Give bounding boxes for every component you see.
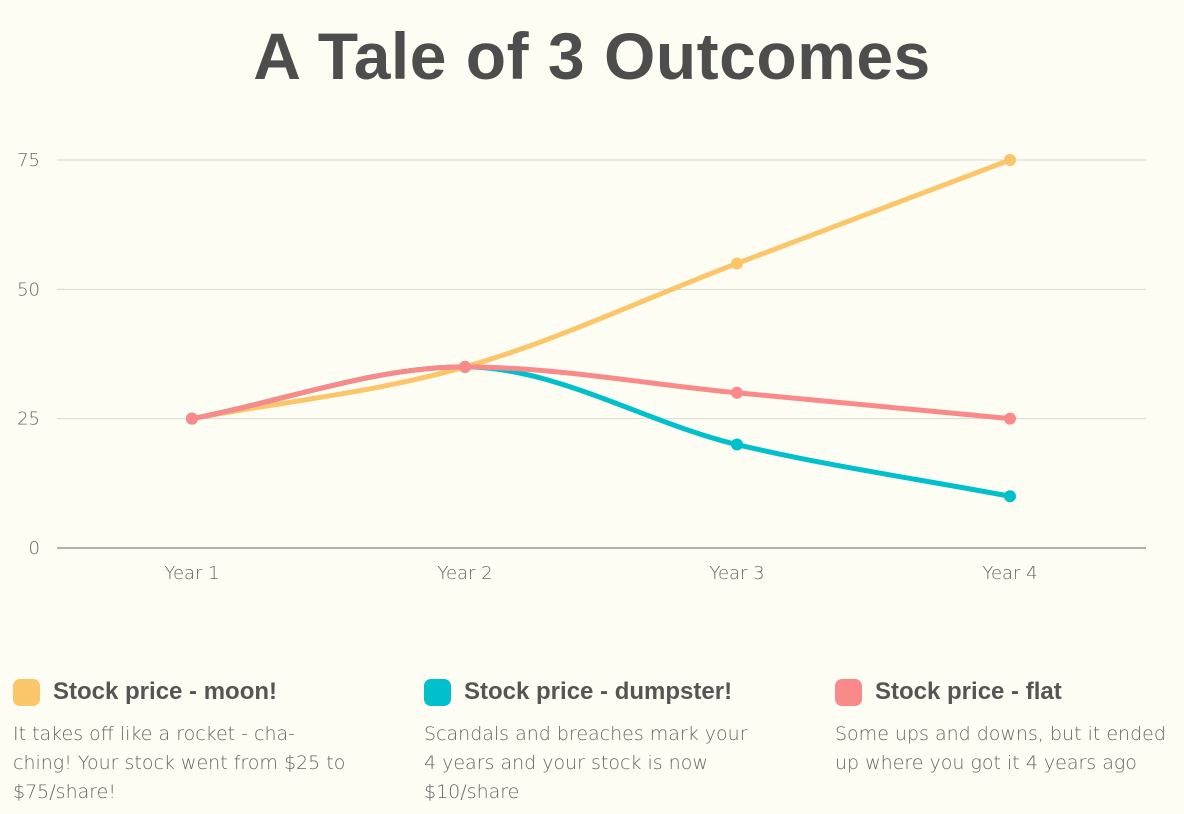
legend-item-dumpster: Stock price - dumpster! Scandals and bre…: [424, 676, 764, 807]
data-point-moon: [1004, 154, 1016, 166]
legend-label-moon: Stock price - moon!: [53, 678, 278, 705]
legend-item-flat: Stock price - flat Some ups and downs, b…: [835, 676, 1175, 778]
series-line-moon: [189, 157, 1013, 422]
legend-item-moon: Stock price - moon! It takes off like a …: [13, 676, 353, 807]
y-tick-label: 25: [17, 409, 40, 430]
x-tick-label: Year 3: [709, 563, 764, 584]
data-point-dumpster: [731, 438, 743, 451]
legend-swatch-moon: [13, 678, 40, 706]
legend-label-flat: Stock price - flat: [875, 678, 1062, 705]
y-tick-label: 75: [17, 150, 40, 171]
data-point-dumpster: [1004, 490, 1016, 503]
x-tick-label: Year 2: [437, 563, 492, 584]
legend-label-dumpster: Stock price - dumpster!: [464, 678, 733, 705]
legend-swatch-flat: [835, 678, 862, 706]
legend-description-dumpster: Scandals and breaches mark your 4 years …: [424, 723, 748, 803]
data-point-flat: [731, 386, 743, 399]
series-line-dumpster: [189, 364, 1013, 499]
x-tick-label: Year 1: [164, 563, 219, 584]
legend-description-flat: Some ups and downs, but it ended up wher…: [835, 723, 1166, 774]
y-tick-label: 50: [17, 279, 40, 300]
data-point-flat: [459, 360, 471, 373]
series-line-flat: [189, 364, 1013, 422]
data-point-flat: [1004, 412, 1016, 425]
y-tick-label: 0: [29, 538, 40, 559]
x-tick-label: Year 4: [982, 563, 1037, 584]
chart-title: A Tale of 3 Outcomes: [253, 19, 931, 93]
legend-swatch-dumpster: [424, 678, 451, 706]
legend-description-moon: It takes off like a rocket - cha-ching! …: [13, 723, 346, 803]
data-point-moon: [731, 257, 743, 270]
data-point-flat: [186, 412, 198, 425]
